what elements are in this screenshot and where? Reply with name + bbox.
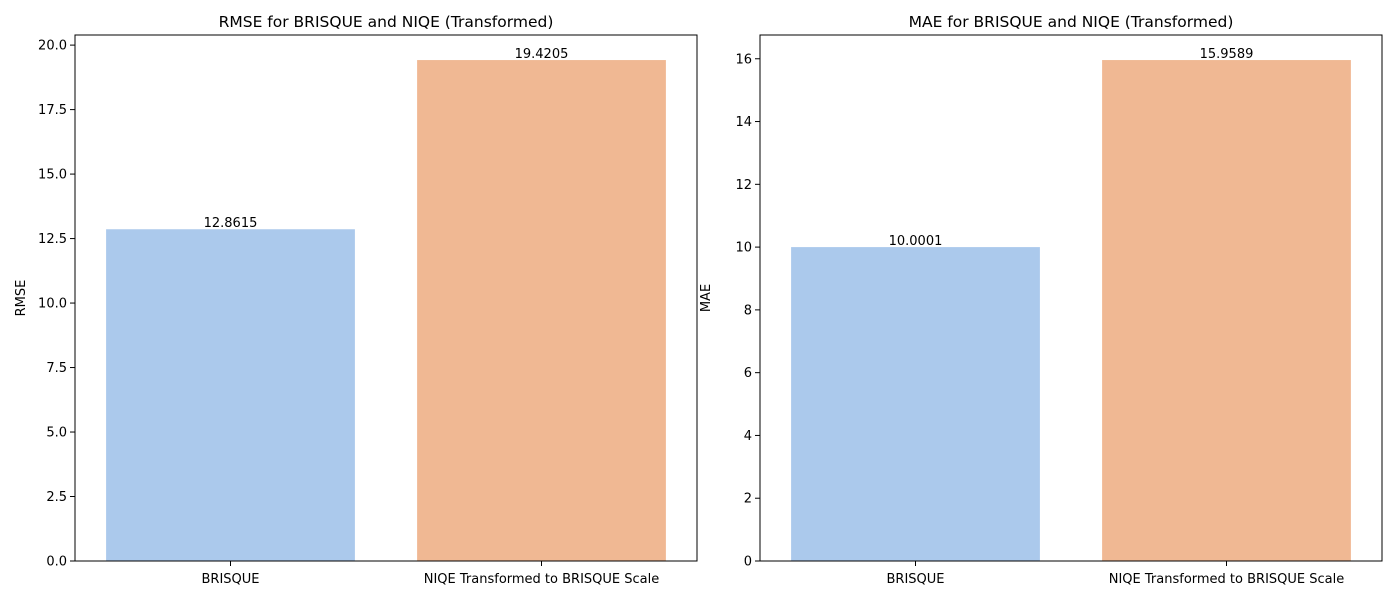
y-tick-label: 17.5: [38, 103, 67, 118]
x-tick-label: NIQE Transformed to BRISQUE Scale: [1109, 572, 1344, 587]
y-tick-label: 6: [744, 366, 752, 381]
y-tick-label: 0.0: [46, 555, 67, 570]
bar-1: [106, 229, 355, 562]
y-axis-label: MAE: [699, 284, 714, 312]
bar-value-label: 19.4205: [515, 47, 569, 62]
bar-value-label: 10.0001: [889, 234, 943, 249]
bar-2: [1102, 60, 1351, 562]
chart-panel-1: 12.8615 19.4205 0.0 2.5 5.0 7.5 10.0 12.5 15.0 17…: [14, 13, 698, 587]
y-tick-label: 2.5: [46, 490, 67, 505]
y-tick-label: 0: [744, 555, 752, 570]
y-tick-label: 10: [735, 241, 752, 256]
bar-value-label: 12.8615: [204, 216, 258, 231]
y-tick-label: 4: [744, 429, 752, 444]
y-tick-label: 5.0: [46, 426, 67, 441]
bar-2: [417, 60, 666, 561]
axes-frame: [74, 34, 698, 562]
y-tick-label: 16: [735, 52, 752, 67]
x-tick-label: BRISQUE: [887, 572, 945, 587]
chart-title: MAE for BRISQUE and NIQE (Transformed): [909, 13, 1234, 31]
y-tick-label: 7.5: [46, 361, 67, 376]
y-axis-label: RMSE: [14, 280, 29, 317]
x-tick-label: NIQE Transformed to BRISQUE Scale: [424, 572, 659, 587]
axes-frame: [759, 34, 1383, 562]
y-tick-label: 20.0: [38, 39, 67, 54]
bar-1: [791, 247, 1040, 561]
chart-title: RMSE for BRISQUE and NIQE (Transformed): [219, 13, 554, 31]
bar-value-label: 15.9589: [1200, 47, 1254, 62]
y-tick-label: 12.5: [38, 232, 67, 247]
y-tick-label: 2: [744, 492, 752, 507]
y-tick-label: 15.0: [38, 168, 67, 183]
y-tick-label: 10.0: [38, 297, 67, 312]
y-tick-label: 14: [735, 115, 752, 130]
chart-panel-2: 10.0001 15.9589 0 2 4 6 8 10 12 14 16 BRISQUE NIQE T…: [699, 13, 1383, 587]
x-tick-label: BRISQUE: [202, 572, 260, 587]
y-tick-label: 8: [744, 303, 752, 318]
y-tick-label: 12: [735, 178, 752, 193]
